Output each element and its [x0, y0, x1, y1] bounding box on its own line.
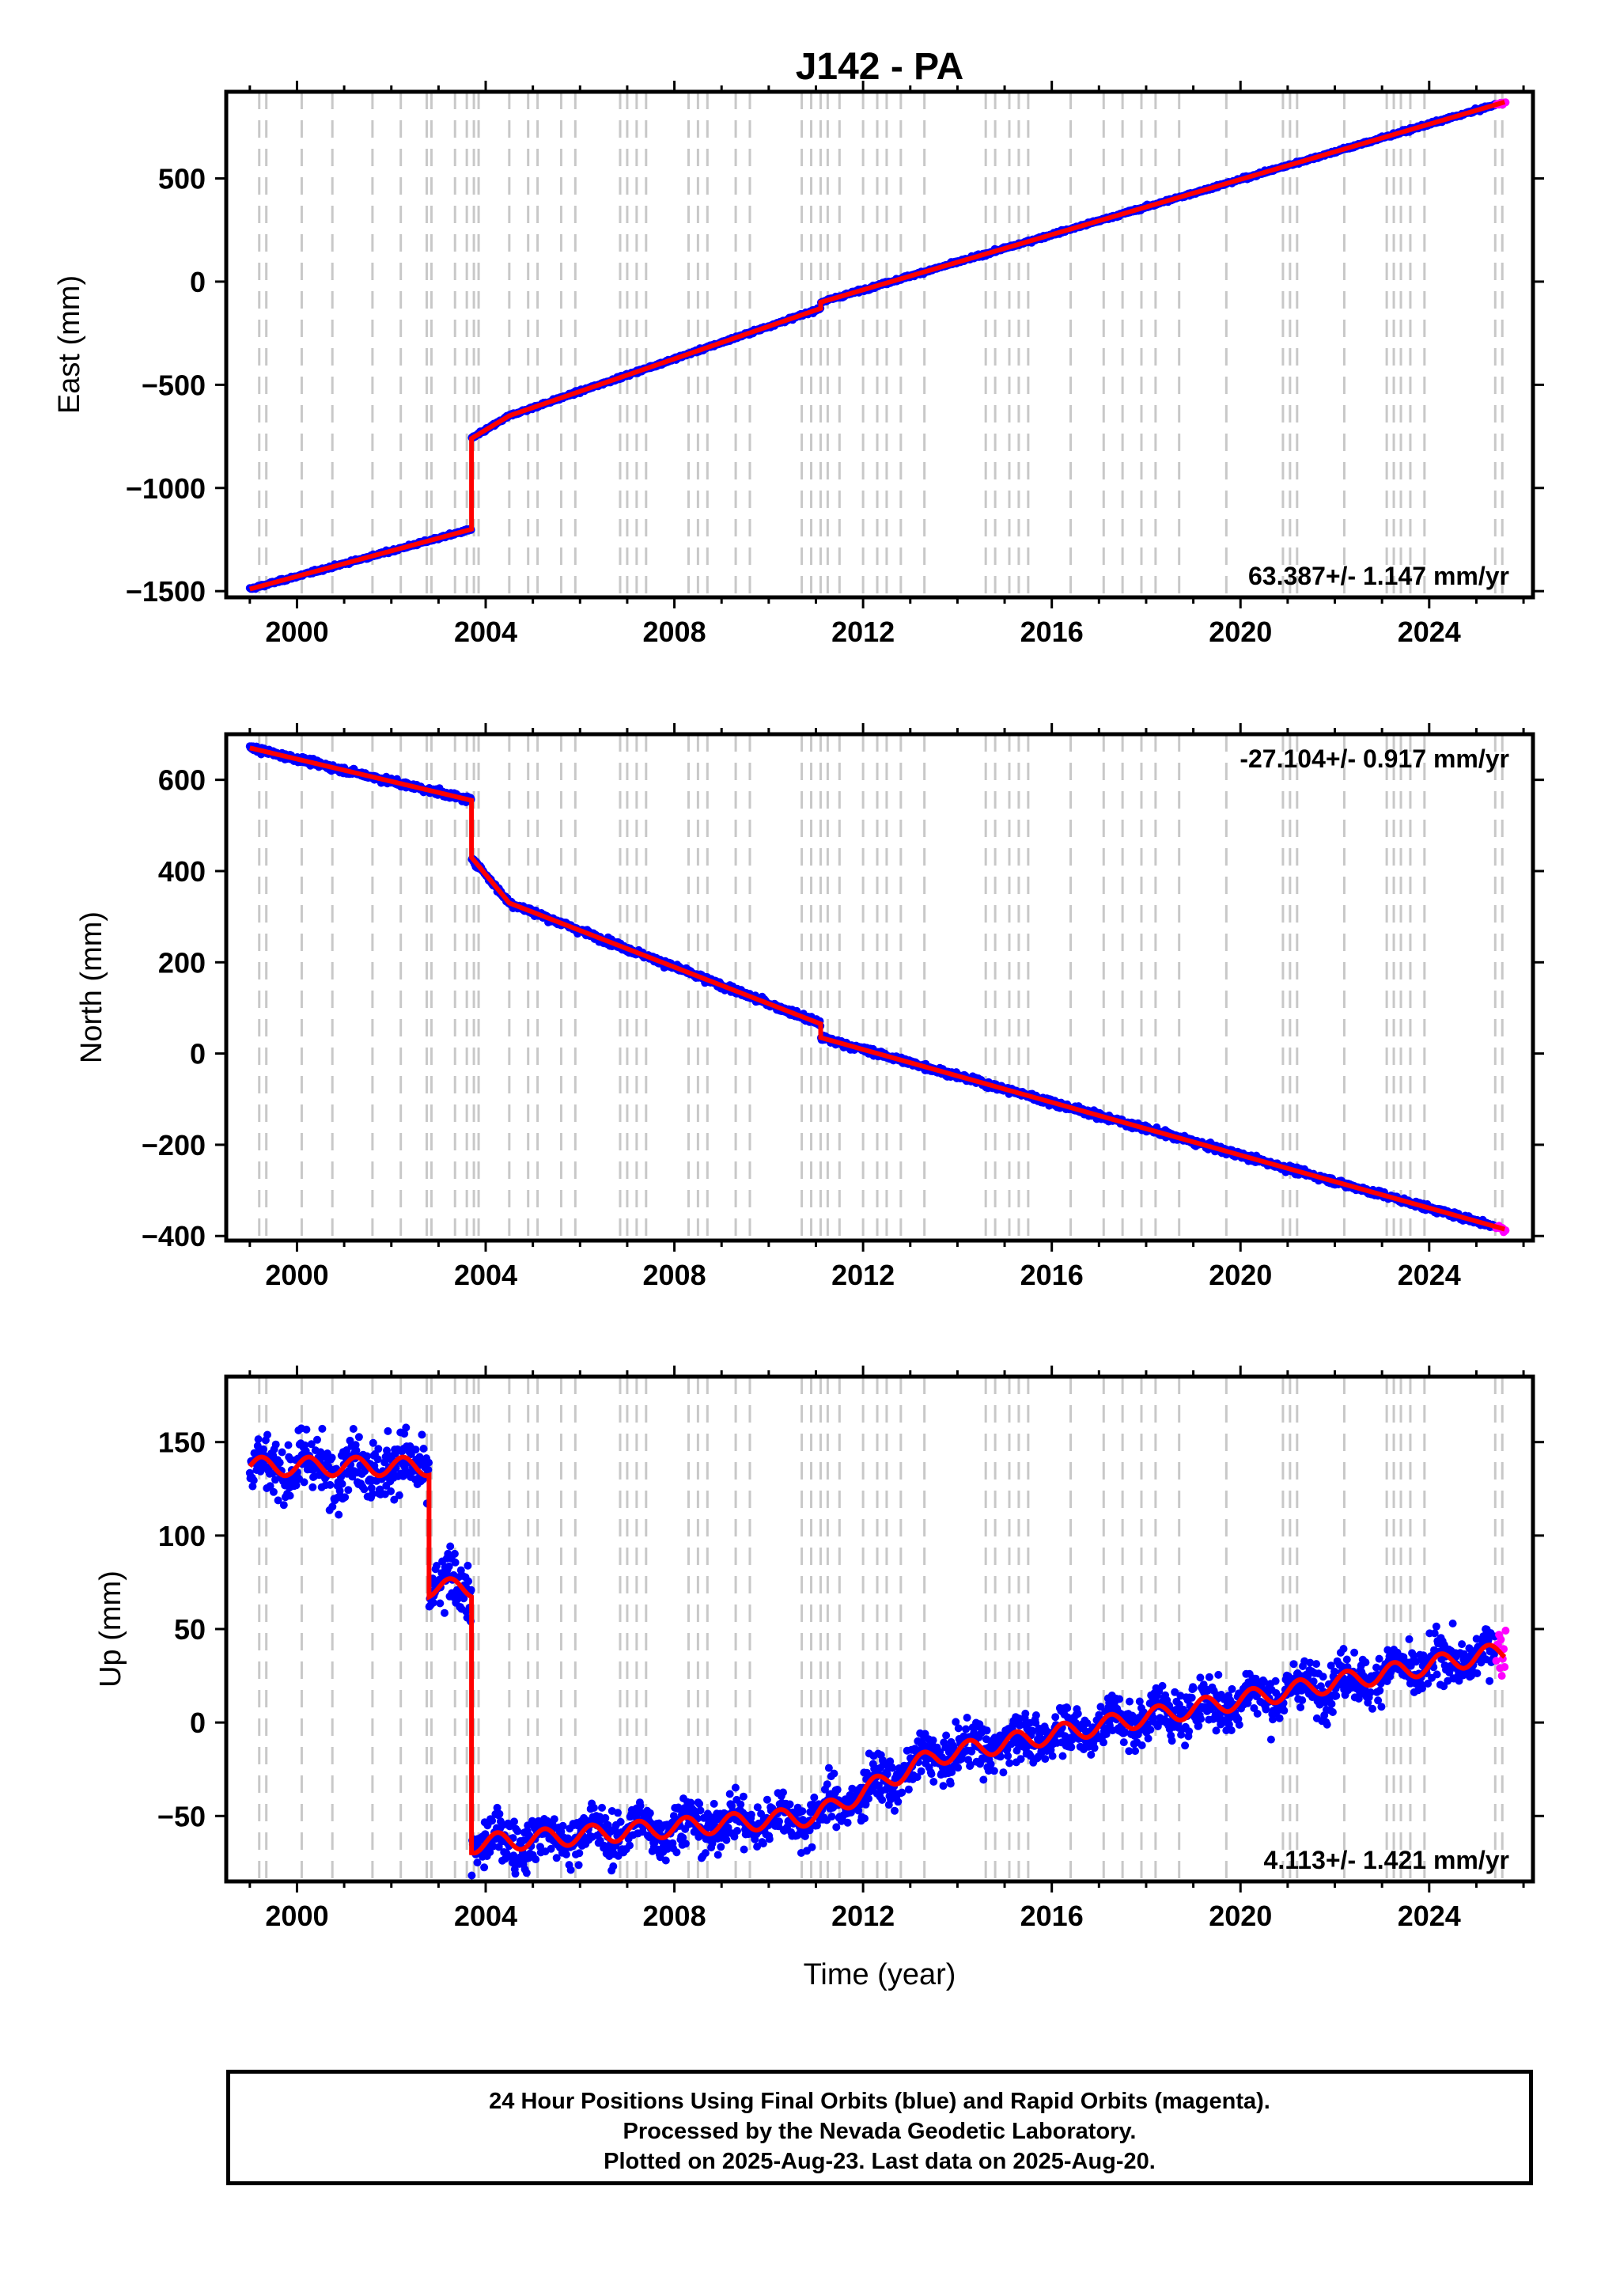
x-tick-label: 2004: [454, 616, 517, 648]
x-tick-label: 2024: [1398, 616, 1461, 648]
data-point: [269, 1487, 278, 1496]
data-point: [341, 1493, 350, 1502]
x-tick-label: 2012: [831, 616, 895, 648]
data-point: [349, 1425, 358, 1433]
y-tick-label: −1500: [126, 575, 206, 608]
data-point: [335, 1510, 343, 1519]
data-point: [302, 1425, 311, 1434]
x-tick-label: 2016: [1020, 616, 1084, 648]
velocity-label: -27.104+/- 0.917 mm/yr: [1240, 744, 1509, 773]
y-tick-label: −500: [142, 369, 206, 401]
x-tick-label: 2012: [831, 1259, 895, 1291]
data-point: [271, 1440, 280, 1449]
x-tick-label: 2008: [643, 616, 706, 648]
data-point: [249, 1476, 258, 1484]
y-tick-label: 400: [158, 855, 206, 888]
plot-area: [245, 734, 1510, 1241]
data-point: [275, 1458, 284, 1467]
data-point: [308, 1483, 317, 1491]
panel-frame: [224, 89, 1535, 600]
data-point: [360, 1485, 369, 1494]
data-point: [338, 1480, 346, 1488]
x-tick-label: 2020: [1209, 616, 1272, 648]
data-point: [254, 1435, 263, 1444]
x-tick-label: 2000: [265, 616, 328, 648]
data-point: [278, 1448, 286, 1457]
data-point: [284, 1441, 293, 1449]
velocity-label: 63.387+/- 1.147 mm/yr: [1248, 562, 1509, 590]
x-tick-label: 2004: [454, 1259, 517, 1291]
y-tick-label: 0: [190, 1038, 206, 1070]
panel-north: 2000 2004 2008 2012 2016 2020 2024 −400 −200 0 200…: [75, 723, 1544, 1291]
data-point: [318, 1424, 327, 1433]
data-point: [313, 1435, 321, 1444]
data-point: [344, 1486, 353, 1495]
y-axis-label: North (mm): [75, 911, 108, 1063]
x-tick-label: 2000: [265, 1259, 328, 1291]
plot-area: [245, 92, 1510, 597]
data-point: [354, 1433, 363, 1442]
panel-east: 2000 2004 2008 2012 2016 2020 2024 −1500 −1000 −5…: [53, 81, 1544, 648]
x-tick-label: 2020: [1209, 1259, 1272, 1291]
data-point: [286, 1491, 294, 1500]
model-fit-line: [248, 100, 1506, 592]
data-point: [300, 1478, 308, 1487]
data-point: [327, 1453, 336, 1462]
x-tick-label: 2008: [643, 1259, 706, 1291]
panel-up: 2000 2004 2008 2012 2016 2020 2024−50050100150…: [94, 1366, 1544, 1932]
x-tick-label: 2016: [1020, 1259, 1084, 1291]
data-point: [259, 1445, 267, 1453]
data-point: [263, 1430, 271, 1439]
panel-frame: [224, 732, 1535, 1243]
plot-area: [245, 1377, 1510, 1881]
y-tick-label: 200: [158, 946, 206, 979]
y-tick-label: 0: [190, 266, 206, 298]
y-tick-label: 600: [158, 764, 206, 797]
y-tick-label: −400: [142, 1220, 206, 1252]
data-point: [326, 1480, 335, 1489]
data-point: [279, 1501, 288, 1510]
chart-title: J142 - PA: [796, 46, 964, 88]
x-tick-label: 2024: [1398, 1259, 1461, 1291]
y-tick-label: −1000: [126, 472, 206, 505]
y-tick-label: 500: [158, 163, 206, 195]
y-axis-label: East (mm): [53, 275, 86, 414]
y-tick-label: −200: [142, 1129, 206, 1161]
